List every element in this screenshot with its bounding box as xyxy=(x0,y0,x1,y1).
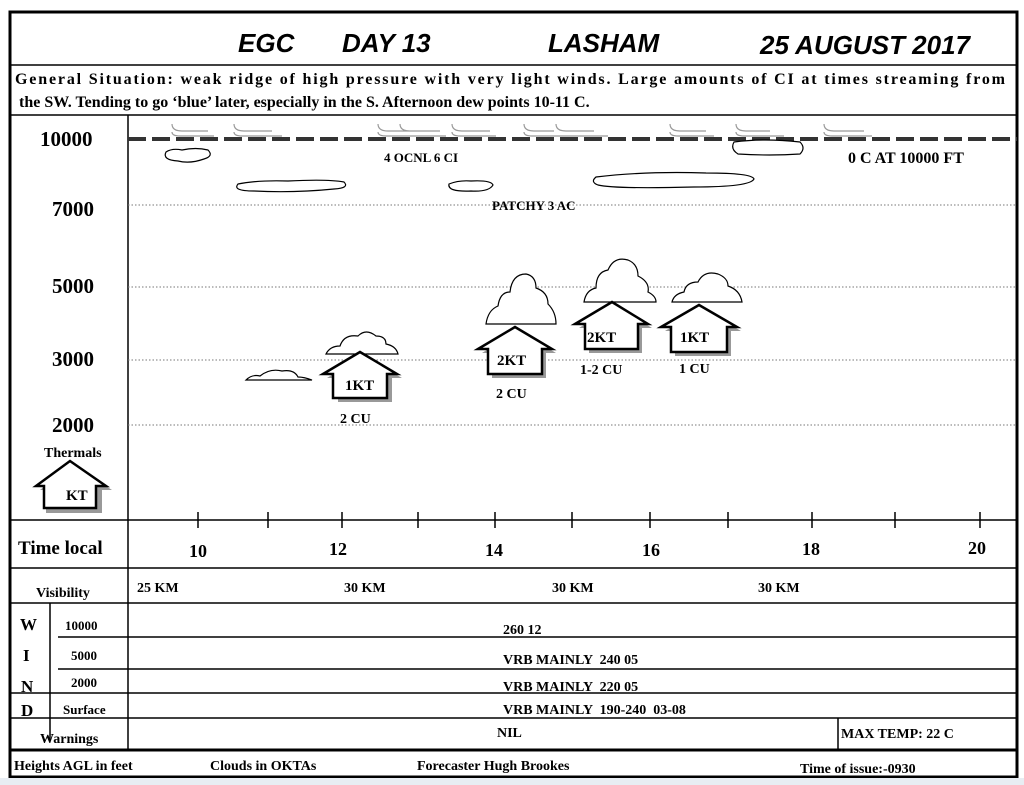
cloud-icon xyxy=(236,179,347,193)
wind-value: VRB MAINLY 240 05 xyxy=(503,653,638,668)
wind-letter: I xyxy=(23,646,30,665)
footer-heights: Heights AGL in feet xyxy=(14,759,133,774)
thermals-label: Thermals xyxy=(44,446,102,461)
cloud-icon xyxy=(164,147,211,163)
cumulus-cloud-icon xyxy=(325,331,399,355)
height-label: 10000 xyxy=(40,127,93,151)
thermal-strength: 2KT xyxy=(587,330,616,346)
wind-value: 260 12 xyxy=(503,623,542,638)
cloud-icon xyxy=(732,139,804,156)
wind-level: Surface xyxy=(63,702,106,717)
visibility-value: 30 KM xyxy=(344,581,386,596)
thermal-arrow: 1KT 2 CU xyxy=(318,350,402,427)
thermal-strength: 2KT xyxy=(497,353,526,369)
header-date: 25 AUGUST 2017 xyxy=(759,30,972,60)
ac-cloud-label: PATCHY 3 AC xyxy=(492,198,576,213)
height-label: 5000 xyxy=(52,274,94,298)
thermal-cloud: 2 CU xyxy=(496,387,527,402)
wind-letter: N xyxy=(21,677,34,696)
thermal-arrow: 2KT 1-2 CU xyxy=(570,300,653,378)
height-label: 3000 xyxy=(52,347,94,371)
general-situation-line1: General Situation: weak ridge of high pr… xyxy=(15,71,1006,88)
cumulus-cloud-icon xyxy=(671,272,743,303)
footer-issue-time: Time of issue:-0930 xyxy=(800,762,916,777)
height-label: 2000 xyxy=(52,413,94,437)
time-tick-label: 10 xyxy=(189,541,207,561)
time-ticks xyxy=(197,512,981,528)
time-label: Time local xyxy=(18,538,103,559)
header-day: DAY 13 xyxy=(342,28,431,58)
wind-level: 10000 xyxy=(65,618,98,633)
warnings-value: NIL xyxy=(497,726,522,741)
footer-clouds: Clouds in OKTAs xyxy=(210,759,317,774)
time-tick-label: 20 xyxy=(968,538,986,558)
wind-value: VRB MAINLY 220 05 xyxy=(503,680,638,695)
header-site: LASHAM xyxy=(548,28,661,58)
height-label: 7000 xyxy=(52,197,94,221)
outer-frame xyxy=(8,10,1019,779)
cirrus-clouds xyxy=(171,123,872,137)
cumulus-cloud-icon xyxy=(485,273,557,325)
cloud-icon xyxy=(592,171,755,189)
freezing-level-label: 0 C AT 10000 FT xyxy=(848,150,964,167)
time-tick-label: 14 xyxy=(485,540,503,560)
cloud-icon xyxy=(448,180,494,192)
wind-value: VRB MAINLY 190-240 03-08 xyxy=(503,703,686,718)
header-code: EGC xyxy=(238,28,296,58)
time-tick-label: 16 xyxy=(642,540,660,560)
time-tick-label: 12 xyxy=(329,539,347,559)
visibility-label: Visibility xyxy=(36,586,90,601)
time-tick-label: 18 xyxy=(802,539,820,559)
visibility-value: 30 KM xyxy=(552,581,594,596)
warnings-label: Warnings xyxy=(40,732,99,747)
wind-level: 5000 xyxy=(71,648,97,663)
visibility-value: 25 KM xyxy=(137,581,179,596)
footer-forecaster: Forecaster Hugh Brookes xyxy=(417,759,570,774)
wind-letter: D xyxy=(21,701,33,720)
ci-cloud-label: 4 OCNL 6 CI xyxy=(384,150,458,165)
thermal-cloud: 2 CU xyxy=(340,412,371,427)
window-edge xyxy=(0,778,1024,785)
cumulus-cloud-icon xyxy=(583,258,657,303)
thermal-strength: 1KT xyxy=(345,378,374,394)
cumulus-cloud-icon xyxy=(244,369,313,381)
thermal-strength: 1KT xyxy=(680,330,709,346)
general-situation-line2: the SW. Tending to go ‘blue’ later, espe… xyxy=(19,94,590,111)
thermal-arrow: 1KT 1 CU xyxy=(656,303,742,377)
wind-level: 2000 xyxy=(71,675,97,690)
max-temp: MAX TEMP: 22 C xyxy=(841,727,954,742)
thermal-strength: KT xyxy=(66,488,88,504)
thermal-arrow: KT xyxy=(32,459,112,513)
thermal-cloud: 1 CU xyxy=(679,362,710,377)
thermal-cloud: 1-2 CU xyxy=(580,363,622,378)
visibility-value: 30 KM xyxy=(758,581,800,596)
thermal-arrow: 2KT 2 CU xyxy=(473,325,557,402)
wind-letter: W xyxy=(20,615,37,634)
